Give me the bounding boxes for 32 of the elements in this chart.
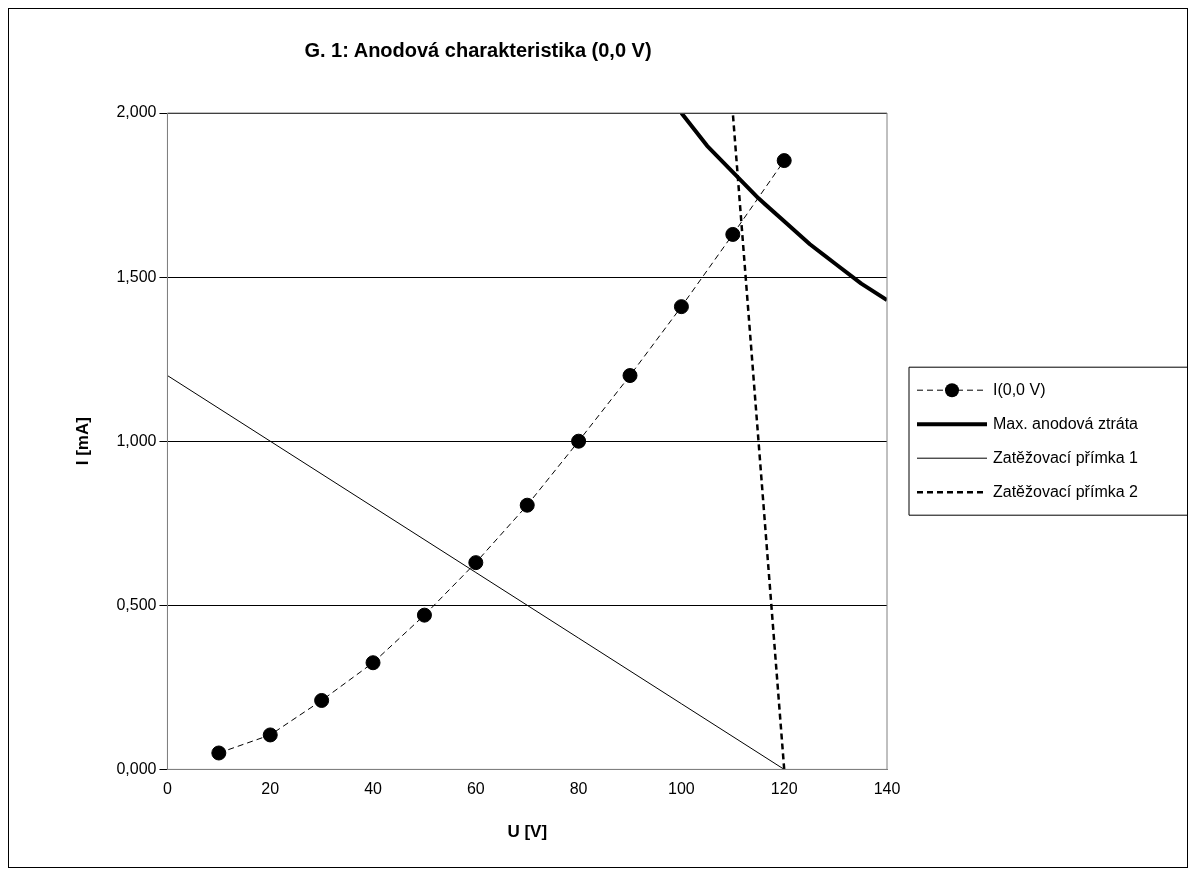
x-axis-title: U [V]	[507, 822, 548, 842]
y-tick-label: 0,000	[116, 759, 157, 777]
legend-label: Zatěžovací přímka 2	[993, 482, 1139, 500]
legend-label: I(0,0 V)	[993, 380, 1046, 398]
x-tick-label: 100	[668, 780, 695, 798]
point	[571, 433, 587, 449]
point	[622, 368, 638, 384]
x-tick-label: 40	[364, 780, 383, 798]
x-tick-label: 20	[261, 780, 280, 798]
point	[725, 226, 741, 242]
point	[365, 655, 381, 671]
x-tick-label: 80	[569, 780, 588, 798]
point	[519, 497, 535, 513]
x-tick-label: 120	[770, 780, 798, 798]
point	[416, 607, 432, 623]
point	[468, 555, 484, 571]
point	[211, 745, 227, 761]
y-tick-label: 1,500	[116, 267, 157, 285]
chart-title: G. 1: Anodová charakteristika (0,0 V)	[304, 38, 652, 61]
x-tick-label: 0	[162, 780, 172, 798]
point	[776, 153, 792, 169]
x-tick-label: 140	[873, 780, 901, 798]
point	[673, 299, 689, 315]
y-tick-label: 1,000	[116, 431, 157, 449]
legend-label: Zatěžovací přímka 1	[993, 448, 1139, 466]
point	[314, 692, 330, 708]
legend-label: Max. anodová ztráta	[993, 414, 1139, 432]
y-tick-label: 0,500	[116, 595, 157, 613]
point	[262, 727, 278, 743]
x-tick-label: 60	[466, 780, 485, 798]
y-tick-label: 2,000	[116, 103, 157, 121]
y-axis-title: I [mA]	[72, 417, 92, 466]
